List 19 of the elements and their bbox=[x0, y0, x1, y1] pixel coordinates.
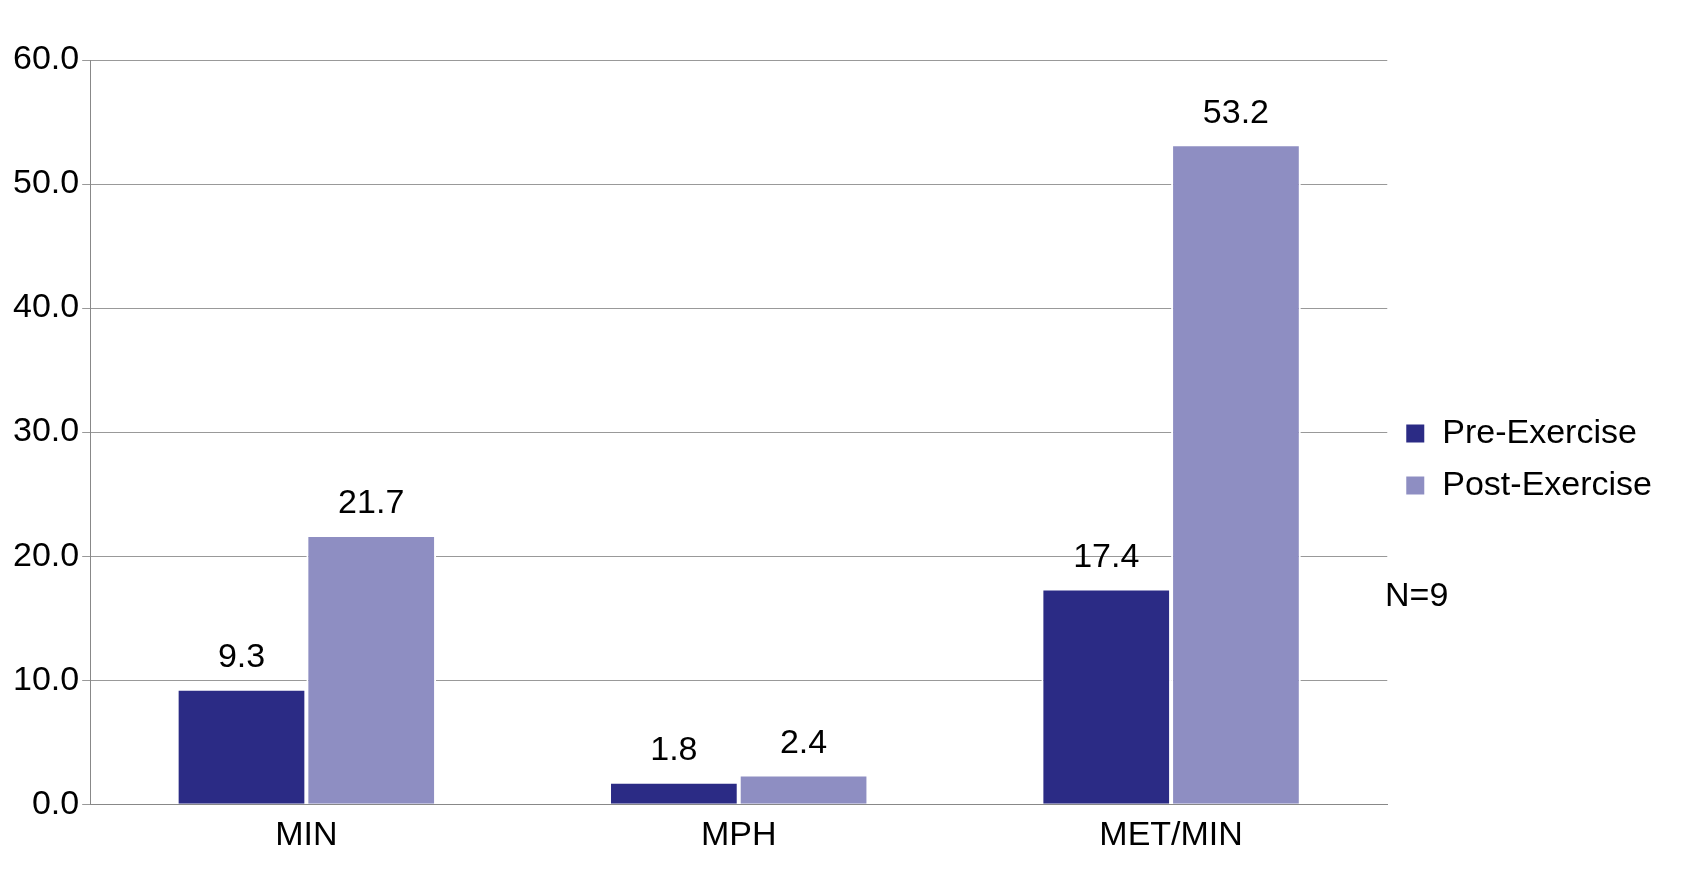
data-label: 9.3 bbox=[217, 636, 266, 675]
data-label: 1.8 bbox=[650, 729, 698, 768]
data-label: 53.2 bbox=[1202, 91, 1270, 130]
legend-label: Post-Exercise bbox=[1442, 463, 1653, 502]
y-tick-label: 50.0 bbox=[12, 162, 80, 201]
y-tick-label: 30.0 bbox=[12, 410, 80, 449]
y-tick-label: 10.0 bbox=[12, 658, 80, 697]
x-tick-label: MPH bbox=[700, 813, 777, 852]
data-label: 2.4 bbox=[779, 721, 828, 760]
y-tick-label: 60.0 bbox=[12, 38, 80, 77]
y-tick-label: 20.0 bbox=[12, 534, 80, 573]
x-tick-label: MIN bbox=[275, 813, 338, 852]
y-tick-label: 0.0 bbox=[31, 782, 80, 821]
x-tick-label: MET/MIN bbox=[1099, 813, 1243, 852]
annotation: N=9 bbox=[1385, 575, 1449, 614]
legend-label: Pre-Exercise bbox=[1442, 411, 1637, 450]
data-label: 21.7 bbox=[338, 482, 405, 521]
y-tick-label: 40.0 bbox=[12, 286, 80, 325]
data-label: 17.4 bbox=[1073, 535, 1140, 574]
